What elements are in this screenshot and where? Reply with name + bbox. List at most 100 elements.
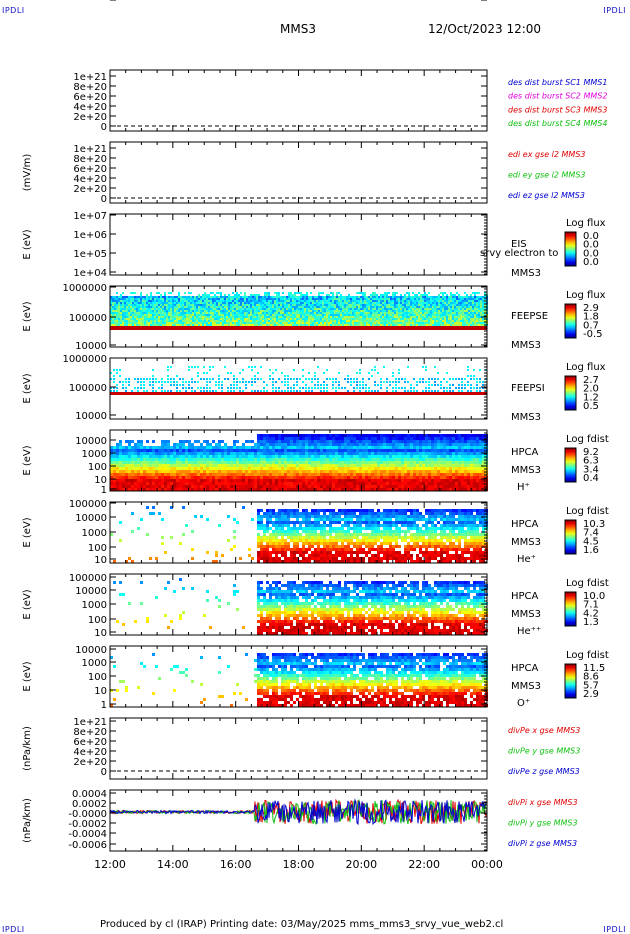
spec-pixel (131, 464, 134, 467)
spec-pixel (340, 310, 342, 312)
spec-pixel (334, 316, 336, 318)
spec-pixel (422, 304, 424, 306)
spec-pixel (114, 324, 116, 326)
spec-pixel (404, 308, 406, 310)
spec-pixel (192, 306, 194, 308)
spec-pixel (264, 318, 266, 320)
spec-pixel (476, 314, 478, 316)
spec-pixel (230, 372, 232, 374)
spec-pixel (358, 322, 360, 324)
spec-pixel (362, 308, 364, 310)
spec-pixel (287, 458, 290, 461)
spec-pixel (464, 384, 466, 386)
spec-pixel (250, 310, 252, 312)
spec-pixel (134, 443, 137, 446)
spec-pixel (358, 318, 360, 320)
spec-pixel (410, 387, 412, 389)
spec-pixel (154, 316, 156, 318)
spec-pixel (308, 378, 310, 380)
spec-pixel (206, 322, 208, 324)
spec-pixel (354, 306, 356, 308)
spec-pixel (426, 312, 428, 314)
spec-pixel (168, 300, 170, 302)
spec-pixel (112, 310, 114, 312)
spec-pixel (185, 381, 187, 383)
spec-pixel (209, 470, 212, 473)
spec-pixel (304, 304, 306, 306)
spec-pixel (286, 320, 288, 322)
spec-pixel (398, 298, 400, 300)
spec-pixel (155, 476, 158, 479)
spec-pixel (254, 302, 256, 304)
spec-pixel (288, 310, 290, 312)
spec-pixel (168, 322, 170, 324)
spec-pixel (428, 296, 430, 298)
spec-pixel (266, 318, 268, 320)
spec-pixel (310, 314, 312, 316)
spec-pixel (306, 296, 308, 298)
spec-pixel (264, 300, 266, 302)
spec-pixel (444, 320, 446, 322)
spec-pixel (364, 324, 366, 326)
spec-pixel (406, 306, 408, 308)
spec-pixel (360, 300, 362, 302)
spec-pixel (416, 384, 418, 386)
spec-pixel (220, 310, 222, 312)
spec-pixel (356, 378, 358, 380)
spec-pixel (298, 304, 300, 306)
spec-pixel (126, 312, 128, 314)
spec-pixel (221, 482, 224, 485)
spec-pixel (162, 304, 164, 306)
spec-pixel (358, 312, 360, 314)
spec-pixel (404, 390, 406, 392)
spec-pixel (260, 316, 262, 318)
spec-pixel (326, 384, 328, 386)
spec-pixel (342, 324, 344, 326)
spec-pixel (300, 324, 302, 326)
spec-pixel (164, 322, 166, 324)
spec-pixel (464, 292, 466, 294)
spec-pixel (114, 314, 116, 316)
colorbar (564, 231, 577, 267)
spec-pixel (200, 314, 202, 316)
spec-pixel (326, 302, 328, 304)
spec-pixel (386, 387, 388, 389)
spec-pixel (434, 314, 436, 316)
spec-pixel (468, 314, 470, 316)
spec-pixel (212, 476, 215, 479)
spec-pixel (275, 482, 278, 485)
spec-pixel (218, 298, 220, 300)
spec-pixel (407, 381, 409, 383)
spec-pixel (364, 300, 366, 302)
spec-pixel (276, 292, 278, 294)
spec-pixel (338, 372, 340, 374)
spec-pixel (137, 381, 139, 383)
spec-pixel (170, 390, 172, 392)
spec-pixel (185, 467, 188, 470)
spec-pixel (212, 366, 214, 368)
spec-pixel (418, 304, 420, 306)
spec-pixel (236, 292, 238, 294)
spec-pixel (266, 446, 269, 449)
spec-pixel (378, 316, 380, 318)
spec-pixel (418, 314, 420, 316)
spec-pixel (269, 452, 272, 455)
spec-pixel (158, 318, 160, 320)
spec-pixel (464, 314, 466, 316)
spec-pixel (438, 314, 440, 316)
spec-pixel (167, 470, 170, 473)
spec-pixel (293, 369, 295, 371)
spec-pixel (392, 390, 394, 392)
spec-pixel (292, 300, 294, 302)
spec-pixel (384, 308, 386, 310)
spec-pixel (172, 298, 174, 300)
spec-pixel (122, 302, 124, 304)
spec-pixel (239, 452, 242, 455)
y-tick-label: 0 (101, 122, 107, 133)
spec-pixel (137, 390, 139, 392)
spec-pixel (362, 318, 364, 320)
spec-pixel (114, 310, 116, 312)
spec-pixel (424, 316, 426, 318)
spec-pixel (364, 298, 366, 300)
colorbar-title: Log flux (566, 218, 606, 229)
